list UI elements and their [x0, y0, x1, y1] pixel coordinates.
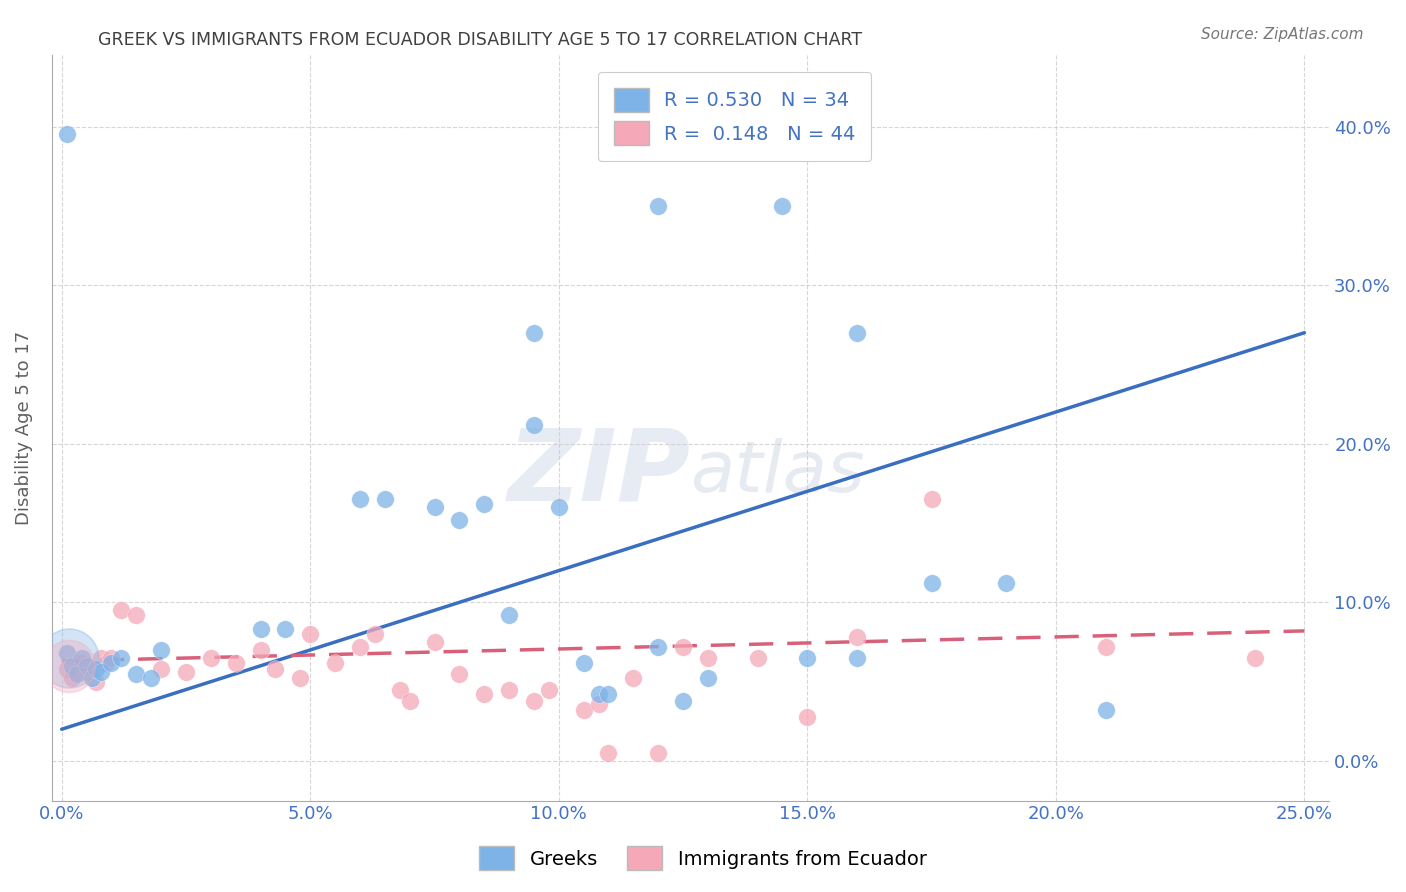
Point: [86, 662, 108, 676]
Text: ZIP: ZIP: [508, 424, 690, 521]
Point: [598, 687, 620, 701]
Point: [796, 651, 818, 665]
Point: [65, 666, 87, 681]
Point: [747, 651, 769, 665]
Point: [696, 651, 718, 665]
Point: [449, 513, 471, 527]
Point: [76, 658, 98, 673]
Point: [65, 665, 87, 680]
Point: [364, 627, 387, 641]
Point: [70, 656, 93, 670]
Point: [388, 682, 411, 697]
Point: [96, 656, 118, 670]
Point: [225, 656, 247, 670]
Point: [76, 665, 98, 680]
Point: [90, 651, 112, 665]
Point: [249, 643, 271, 657]
Point: [323, 656, 346, 670]
Point: [398, 694, 420, 708]
Point: [200, 651, 222, 665]
Point: [647, 746, 669, 760]
Point: [174, 665, 197, 680]
Point: [141, 672, 163, 686]
Point: [55, 128, 77, 142]
Point: [846, 326, 869, 340]
Point: [86, 674, 108, 689]
Point: [150, 643, 173, 657]
Point: [472, 687, 495, 701]
Point: [772, 199, 794, 213]
Point: [846, 651, 869, 665]
Point: [290, 672, 312, 686]
Point: [1243, 651, 1265, 665]
Point: [150, 662, 173, 676]
Point: [523, 326, 546, 340]
Legend: Greeks, Immigrants from Ecuador: Greeks, Immigrants from Ecuador: [471, 838, 935, 878]
Point: [100, 656, 122, 670]
Point: [572, 656, 595, 670]
Point: [696, 672, 718, 686]
Point: [647, 640, 669, 654]
Point: [537, 682, 560, 697]
Point: [249, 623, 271, 637]
Text: atlas: atlas: [690, 438, 865, 508]
Point: [60, 658, 83, 673]
Point: [995, 576, 1018, 591]
Point: [647, 199, 669, 213]
Y-axis label: Disability Age 5 to 17: Disability Age 5 to 17: [15, 331, 32, 525]
Point: [264, 662, 287, 676]
Point: [572, 703, 595, 717]
Point: [125, 608, 148, 623]
Point: [100, 651, 122, 665]
Point: [374, 492, 396, 507]
Point: [60, 672, 83, 686]
Point: [55, 662, 77, 676]
Point: [55, 646, 77, 660]
Point: [846, 630, 869, 644]
Point: [1094, 703, 1116, 717]
Point: [498, 608, 520, 623]
Point: [588, 697, 610, 711]
Point: [588, 687, 610, 701]
Point: [672, 694, 695, 708]
Point: [110, 651, 132, 665]
Point: [1094, 640, 1116, 654]
Point: [299, 627, 322, 641]
Point: [349, 492, 371, 507]
Point: [423, 500, 446, 515]
Point: [921, 576, 943, 591]
Point: [349, 640, 371, 654]
Point: [110, 603, 132, 617]
Point: [80, 662, 103, 676]
Point: [423, 635, 446, 649]
Point: [547, 500, 569, 515]
Point: [796, 709, 818, 723]
Point: [523, 694, 546, 708]
Legend: R = 0.530   N = 34, R =  0.148   N = 44: R = 0.530 N = 34, R = 0.148 N = 44: [598, 72, 872, 161]
Point: [498, 682, 520, 697]
Point: [449, 666, 471, 681]
Point: [58, 651, 80, 665]
Point: [80, 672, 103, 686]
Point: [70, 651, 93, 665]
Point: [472, 497, 495, 511]
Point: [921, 492, 943, 507]
Point: [90, 665, 112, 680]
Point: [58, 658, 80, 673]
Point: [621, 672, 644, 686]
Text: Source: ZipAtlas.com: Source: ZipAtlas.com: [1201, 27, 1364, 42]
Point: [523, 417, 546, 432]
Point: [125, 666, 148, 681]
Point: [672, 640, 695, 654]
Point: [598, 746, 620, 760]
Point: [274, 623, 297, 637]
Text: GREEK VS IMMIGRANTS FROM ECUADOR DISABILITY AGE 5 TO 17 CORRELATION CHART: GREEK VS IMMIGRANTS FROM ECUADOR DISABIL…: [98, 31, 862, 49]
